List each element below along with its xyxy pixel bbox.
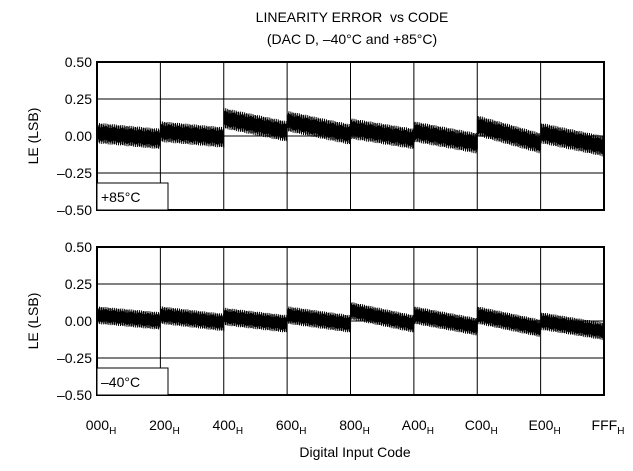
x-tick-label: A00H <box>402 417 434 437</box>
x-tick-label: FFFH <box>592 417 625 437</box>
y-tick-label: 0.00 <box>65 313 92 329</box>
y-axis-label: LE (LSB) <box>25 293 41 350</box>
x-tick-label: 800H <box>339 417 370 437</box>
x-tick-label: 000H <box>86 417 117 437</box>
x-tick-label: 600H <box>276 417 307 437</box>
chart-title: LINEARITY ERROR vs CODE <box>256 9 449 25</box>
y-tick-label: –0.50 <box>57 202 92 218</box>
y-tick-label: 0.25 <box>65 276 92 292</box>
y-tick-label: 0.50 <box>65 54 92 70</box>
panel-minus40c: 0.50 0.25 0.00 –0.25 –0.50 LE (LSB) –40°C <box>25 239 605 403</box>
temperature-label: –40°C <box>101 374 140 390</box>
x-tick-label: C00H <box>465 417 498 437</box>
y-axis-label: LE (LSB) <box>25 108 41 165</box>
plot-frame <box>96 246 605 396</box>
temperature-label-box <box>96 367 169 396</box>
x-tick-label: 200H <box>149 417 180 437</box>
le-trace-minus40c <box>96 302 605 340</box>
plot-frame <box>96 61 605 211</box>
chart-subtitle: (DAC D, –40°C and +85°C) <box>267 31 437 47</box>
x-tick-labels: 000H 200H 400H 600H 800H A00H C00H E00H FFFH <box>86 417 625 437</box>
y-tick-label: 0.25 <box>65 91 92 107</box>
temperature-label: +85°C <box>101 189 140 205</box>
y-tick-label: –0.50 <box>57 387 92 403</box>
y-tick-label: –0.25 <box>57 165 92 181</box>
x-axis-label: Digital Input Code <box>299 444 411 460</box>
panel-85c: 0.50 0.25 0.00 –0.25 –0.50 LE (LSB) +85°C <box>25 54 605 218</box>
y-tick-label: –0.25 <box>57 350 92 366</box>
temperature-label-box <box>96 182 169 211</box>
le-trace-85c <box>96 108 605 157</box>
y-tick-label: 0.50 <box>65 239 92 255</box>
y-tick-label: 0.00 <box>65 128 92 144</box>
x-tick-label: E00H <box>529 417 561 437</box>
x-tick-label: 400H <box>212 417 243 437</box>
